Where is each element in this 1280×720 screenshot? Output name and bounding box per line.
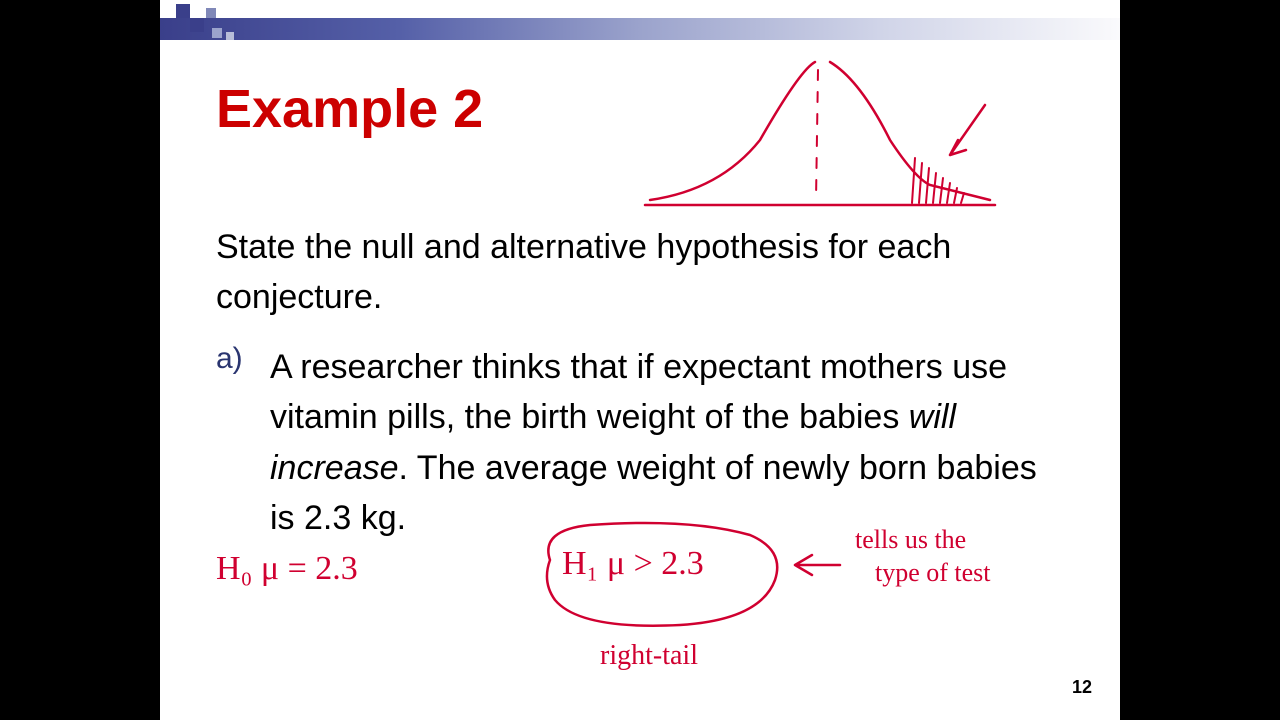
note-arrow xyxy=(795,555,840,575)
slide: Example 2 State the null and alternative… xyxy=(160,0,1120,720)
list-marker: a) xyxy=(216,342,243,376)
page-number: 12 xyxy=(1072,677,1092,698)
h0-annotation: H₀ μ = 2.3 xyxy=(216,550,358,588)
slide-title: Example 2 xyxy=(216,78,483,140)
slide-prompt: State the null and alternative hypothesi… xyxy=(216,222,1066,323)
note-line-2: type of test xyxy=(875,558,991,588)
note-line-1: tells us the xyxy=(855,525,966,555)
tail-shade xyxy=(912,158,964,203)
tail-arrow xyxy=(950,105,985,155)
h1-annotation: H₁ μ > 2.3 xyxy=(562,545,704,583)
list-body: A researcher thinks that if expectant mo… xyxy=(270,342,1060,543)
tail-label: right-tail xyxy=(600,640,698,672)
center-dash xyxy=(816,70,818,200)
bell-curve xyxy=(650,62,990,200)
header-band xyxy=(160,18,1120,40)
item-text-1: A researcher thinks that if expectant mo… xyxy=(270,348,1007,436)
